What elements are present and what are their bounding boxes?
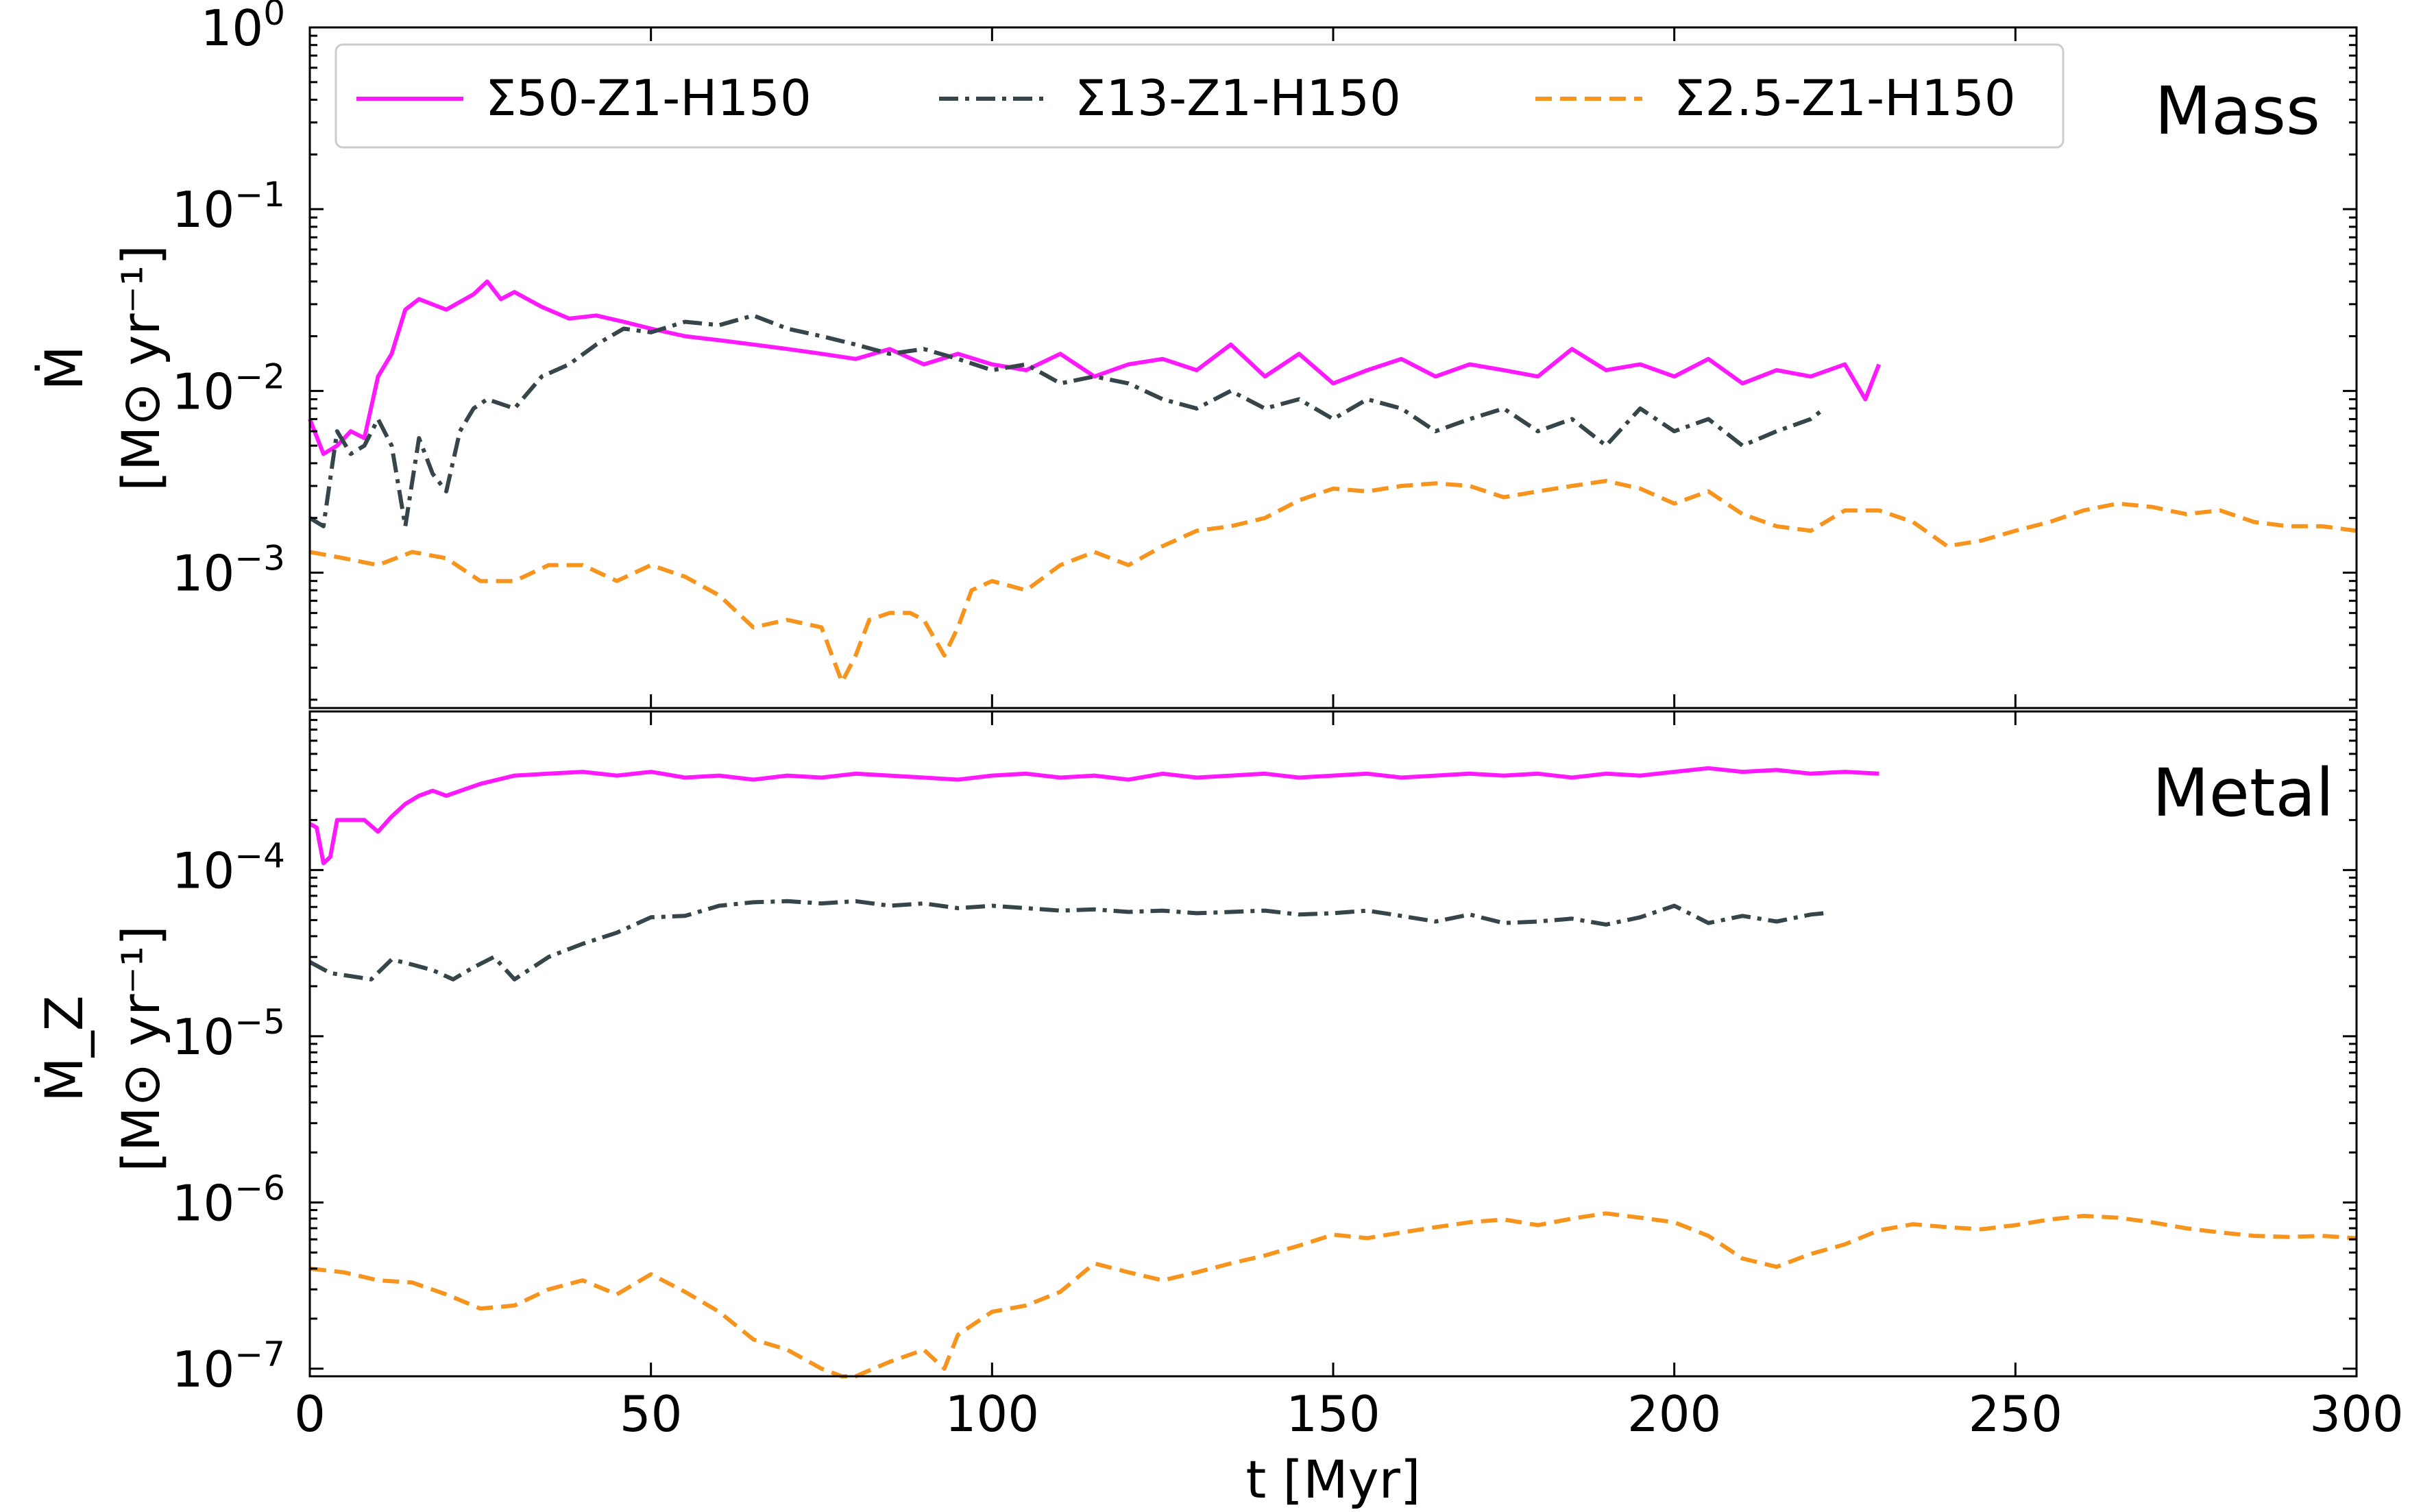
mass-series-line-2 xyxy=(308,313,1826,528)
mass-panel: 10−3 10−2 10−1 100 Mass Ṁ [M⊙ yr⁻¹] xyxy=(34,0,2358,709)
metal-ytick-label: 10−7 xyxy=(172,1334,285,1398)
xtick-label: 0 xyxy=(294,1385,326,1443)
mass-ytick-label: 10−3 xyxy=(172,539,285,602)
metal-x-ticks: 0 50 100 150 200 250 300 xyxy=(294,711,2404,1443)
mass-ytick-label: 10−1 xyxy=(172,175,285,239)
metal-panel-frame xyxy=(308,710,2358,1378)
xtick-label: 50 xyxy=(620,1385,683,1443)
metal-series-line-2 xyxy=(308,899,1825,981)
legend-label-sigma2p5: Σ2.5-Z1-H150 xyxy=(1674,69,2016,127)
metal-series-group xyxy=(308,766,2357,1378)
mass-series-line-1 xyxy=(308,279,1882,456)
xtick-label: 250 xyxy=(1969,1385,2062,1443)
metal-y-ticks: 10−7 10−6 10−5 10−4 xyxy=(172,710,2357,1398)
metal-panel-label: Metal xyxy=(2152,755,2334,831)
mass-panel-label: Mass xyxy=(2154,73,2320,149)
x-axis-label: t [Myr] xyxy=(1245,1449,1420,1510)
xtick-label: 100 xyxy=(945,1385,1039,1443)
metal-panel: 10−7 10−6 10−5 10−4 0 50 100 150 200 250 300 Meta… xyxy=(34,710,2404,1510)
legend-label-sigma50: Σ50-Z1-H150 xyxy=(485,69,812,127)
metal-ytick-label: 10−6 xyxy=(172,1168,285,1232)
metal-ylabel-symbol: Ṁ_Z xyxy=(34,995,95,1102)
metal-series-line-1 xyxy=(308,766,1879,866)
mass-ylabel-symbol: Ṁ xyxy=(34,345,95,391)
mass-ytick-label: 10−2 xyxy=(172,356,285,420)
mass-ylabel-units: [M⊙ yr⁻¹] xyxy=(110,245,171,491)
mass-x-ticks xyxy=(308,27,2358,708)
legend-box xyxy=(334,43,2065,149)
metal-ylabel-units: [M⊙ yr⁻¹] xyxy=(110,925,171,1172)
mass-ytick-label: 100 xyxy=(201,0,285,57)
metal-series-line-3 xyxy=(309,1211,2357,1378)
xtick-label: 200 xyxy=(1627,1385,1721,1443)
legend: Σ50-Z1-H150 Σ13-Z1-H150 Σ2.5-Z1-H150 xyxy=(334,43,2065,149)
metal-ytick-label: 10−5 xyxy=(172,1002,285,1066)
xtick-label: 300 xyxy=(2309,1385,2403,1443)
mass-y-ticks: 10−3 10−2 10−1 100 xyxy=(172,0,2357,701)
mass-series-line-3 xyxy=(309,478,2357,685)
xtick-label: 150 xyxy=(1286,1385,1380,1443)
legend-label-sigma13: Σ13-Z1-H150 xyxy=(1075,69,1401,127)
mass-series-group xyxy=(308,279,2357,685)
metal-ytick-label: 10−4 xyxy=(172,836,285,899)
